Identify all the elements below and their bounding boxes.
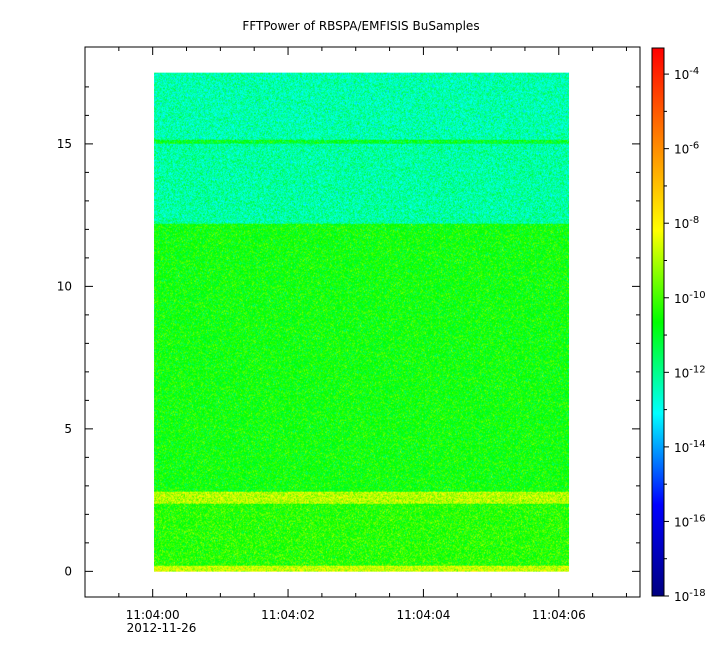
x-tick-label: 11:04:02 bbox=[261, 608, 315, 622]
chart-title: FFTPower of RBSPA/EMFISIS BuSamples bbox=[242, 19, 479, 33]
y-tick-label: 5 bbox=[64, 422, 72, 436]
x-tick-label: 11:04:00 bbox=[126, 608, 180, 622]
x-tick-label: 11:04:06 bbox=[532, 608, 586, 622]
y-tick-label: 10 bbox=[57, 279, 72, 293]
colorbar-tick-label: 10-10 bbox=[674, 290, 706, 306]
spectrogram-image bbox=[154, 72, 570, 572]
colorbar-tick-label: 10-16 bbox=[674, 513, 706, 529]
x-date-label: 2012-11-26 bbox=[127, 621, 197, 635]
y-tick-label: 15 bbox=[57, 137, 72, 151]
spectrogram-raster bbox=[154, 72, 570, 572]
colorbar-tick-label: 10-14 bbox=[674, 439, 706, 455]
x-tick-label: 11:04:04 bbox=[396, 608, 450, 622]
colorbar: 10-4 10-6 10-8 10-10 10-12 10-14 10-16 10-18 bbox=[651, 47, 706, 604]
y-tick-label: 0 bbox=[64, 564, 72, 578]
axes: 0 5 10 15 11:04:00 11:04:02 11:04:04 11:04:06 20… bbox=[57, 47, 640, 635]
colorbar-gradient bbox=[651, 47, 665, 597]
colorbar-tick-label: 10-8 bbox=[674, 215, 699, 231]
colorbar-tick-label: 10-18 bbox=[674, 588, 706, 604]
colorbar-tick-label: 10-4 bbox=[674, 66, 699, 82]
colorbar-tick-label: 10-12 bbox=[674, 364, 706, 380]
colorbar-tick-label: 10-6 bbox=[674, 141, 699, 157]
